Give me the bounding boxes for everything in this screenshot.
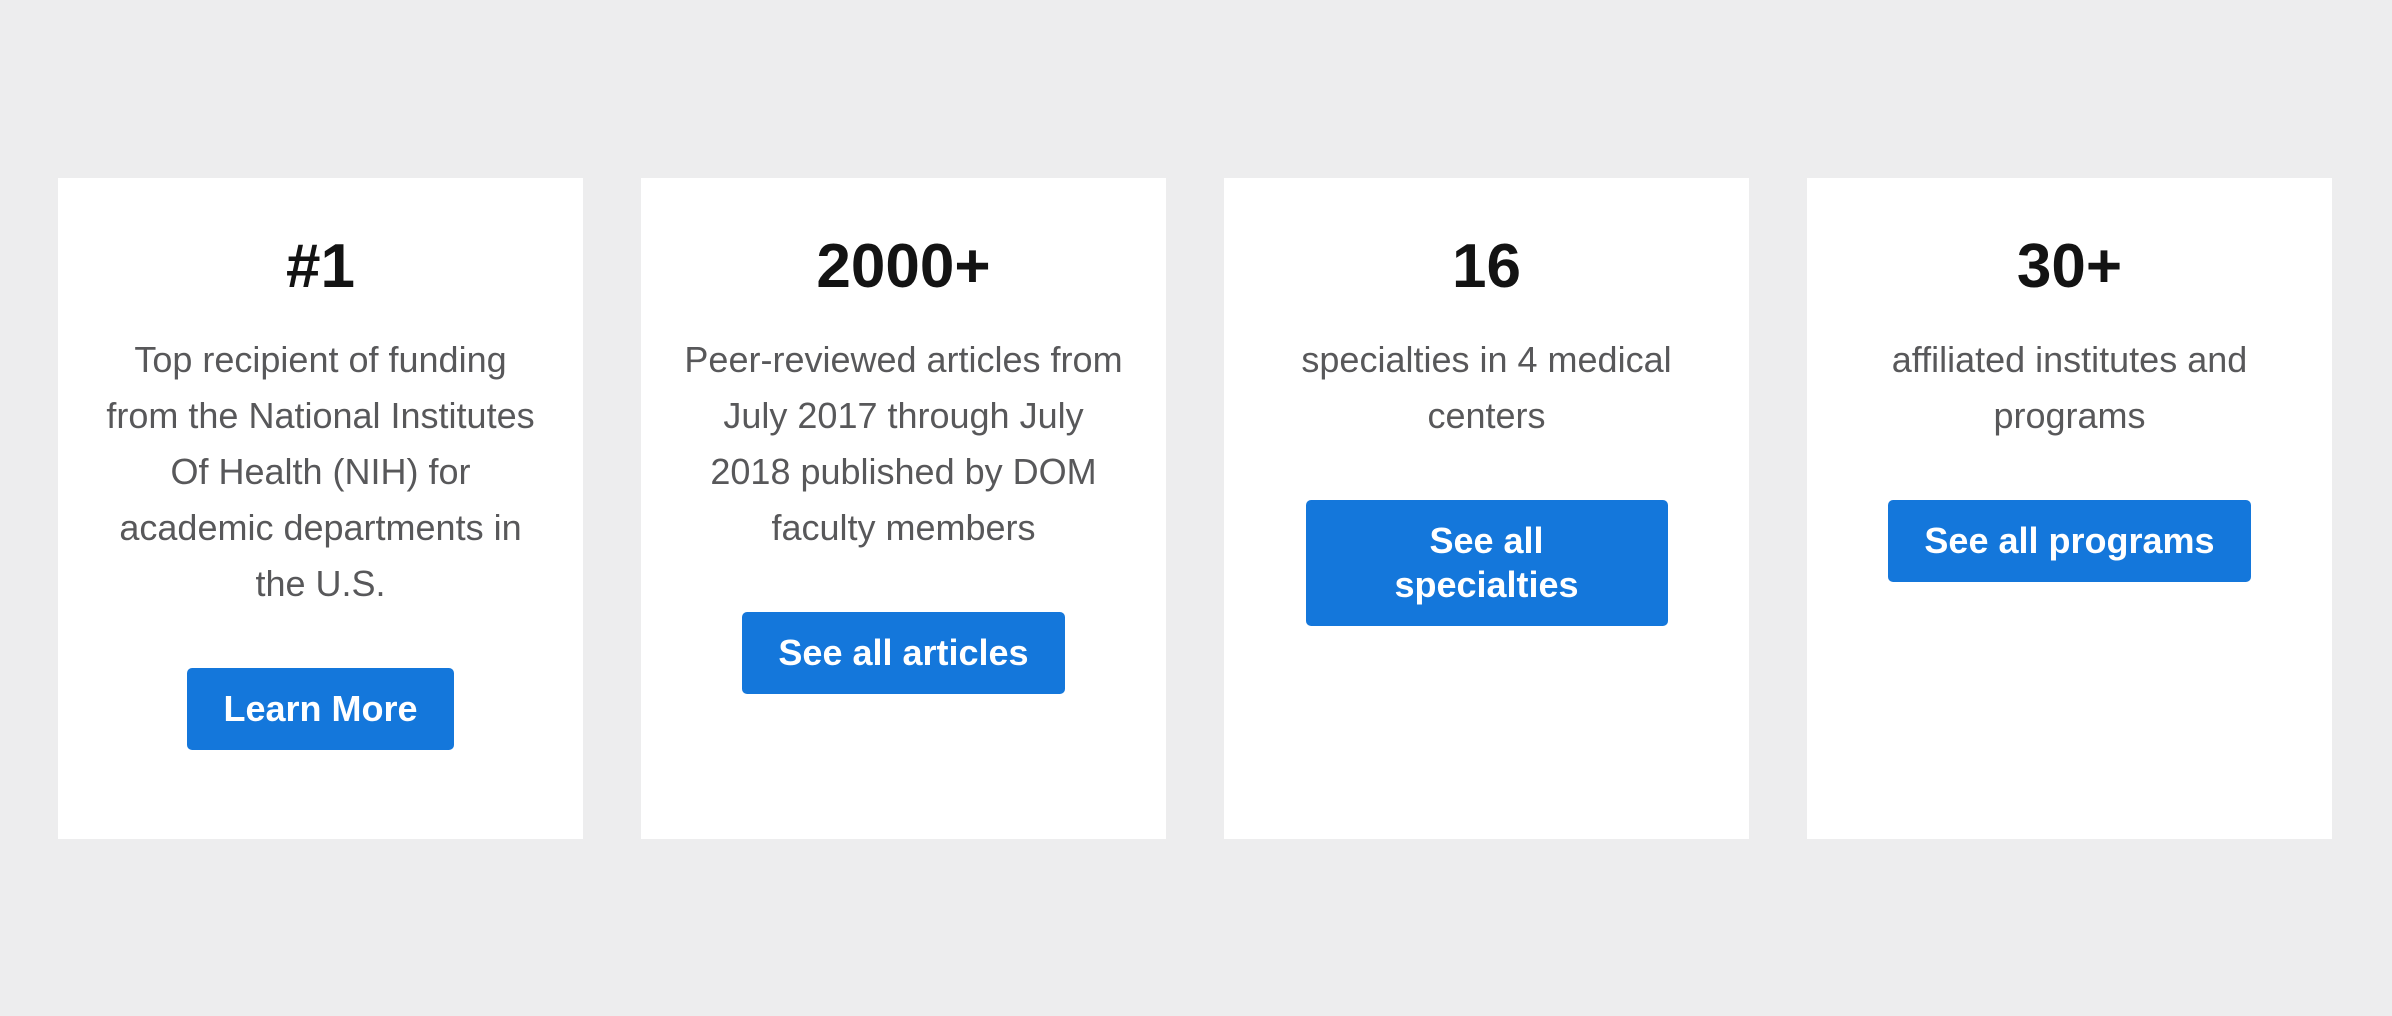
stat-description: Peer-reviewed articles from July 2017 th…	[684, 339, 1123, 548]
stat-description: affiliated institutes and programs	[1891, 339, 2248, 436]
stat-description: specialties in 4 medical centers	[1301, 339, 1672, 436]
stat-card-nih-funding: #1 Top recipient of funding from the Nat…	[58, 178, 583, 839]
stat-description: Top recipient of funding from the Nation…	[106, 339, 535, 604]
stat-card-specialties: 16 specialties in 4 medical centers See …	[1224, 178, 1749, 839]
stat-value: 2000+	[816, 232, 991, 301]
stat-value: #1	[286, 232, 355, 301]
stat-value: 30+	[2016, 232, 2123, 301]
learn-more-button[interactable]: Learn More	[187, 668, 454, 750]
see-all-articles-button[interactable]: See all articles	[742, 612, 1065, 694]
stat-value: 16	[1452, 232, 1521, 301]
see-all-specialties-button[interactable]: See all specialties	[1305, 500, 1668, 626]
stats-cards-row: #1 Top recipient of funding from the Nat…	[58, 178, 2332, 839]
see-all-programs-button[interactable]: See all programs	[1888, 500, 2251, 582]
stat-card-programs: 30+ affiliated institutes and programs S…	[1807, 178, 2332, 839]
stat-card-articles: 2000+ Peer-reviewed articles from July 2…	[641, 178, 1166, 839]
